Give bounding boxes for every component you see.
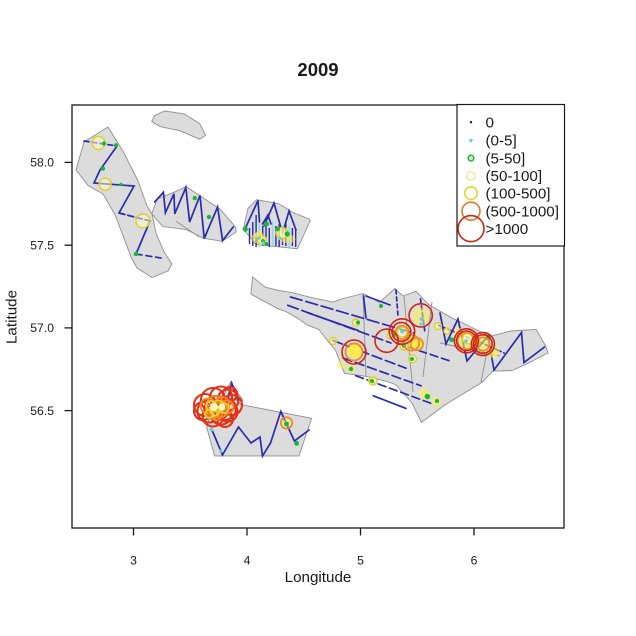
svg-text:(100-500]: (100-500] [486, 185, 551, 202]
svg-text:0: 0 [486, 114, 494, 131]
svg-text:>1000: >1000 [486, 221, 529, 238]
svg-text:58.0: 58.0 [30, 156, 54, 170]
svg-text:5: 5 [357, 554, 364, 568]
svg-text:Latitude: Latitude [4, 290, 21, 344]
svg-text:Longitude: Longitude [285, 569, 352, 586]
svg-text:56.5: 56.5 [30, 404, 54, 418]
svg-text:3: 3 [130, 554, 137, 568]
svg-text:(50-100]: (50-100] [486, 168, 543, 185]
svg-text:4: 4 [244, 554, 251, 568]
svg-text:57.0: 57.0 [30, 321, 54, 335]
svg-text:(0-5]: (0-5] [486, 133, 517, 150]
svg-text:6: 6 [471, 554, 478, 568]
svg-text:(500-1000]: (500-1000] [486, 203, 559, 220]
svg-text:57.5: 57.5 [30, 239, 54, 253]
svg-text:2009: 2009 [297, 59, 338, 80]
svg-text:(5-50]: (5-50] [486, 150, 526, 167]
